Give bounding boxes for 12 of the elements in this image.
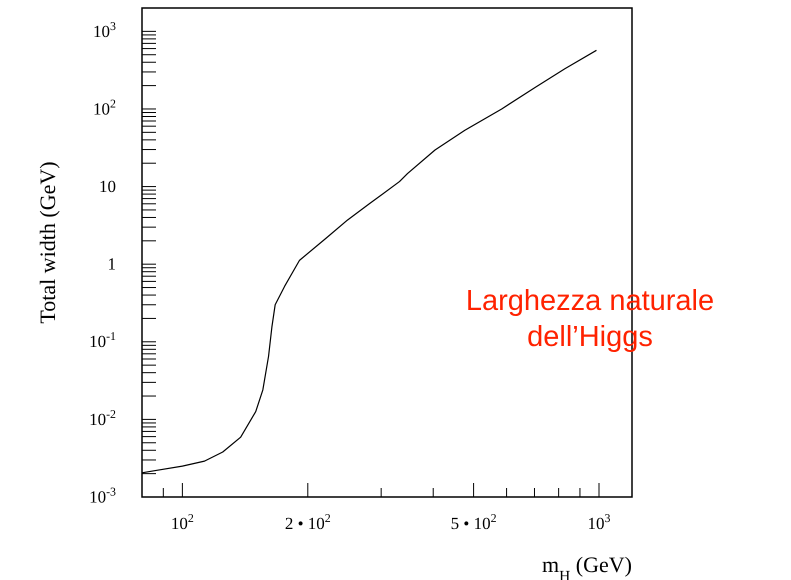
y-tick-label: 10$^{3}$	[93, 18, 116, 41]
y-tick-label: 1	[108, 254, 116, 274]
y-tick-label: 10$^{-1}$	[89, 329, 116, 352]
y-tick-label: 10$^{-2}$	[89, 406, 116, 429]
y-tick-label: 10$^{2}$	[93, 96, 116, 118]
y-axis-title: Total width (GeV)	[35, 161, 60, 324]
y-tick-label: 10	[99, 177, 116, 196]
x-tick-label: 10$^{3}$	[588, 511, 611, 534]
x-tick-label: 2 • 10$^{2}$	[284, 511, 331, 534]
y-tick-label: 10$^{-3}$	[89, 484, 116, 506]
x-tick-label: 10$^{2}$	[170, 511, 194, 534]
x-tick-label: 5 • 10$^{2}$	[450, 511, 497, 534]
